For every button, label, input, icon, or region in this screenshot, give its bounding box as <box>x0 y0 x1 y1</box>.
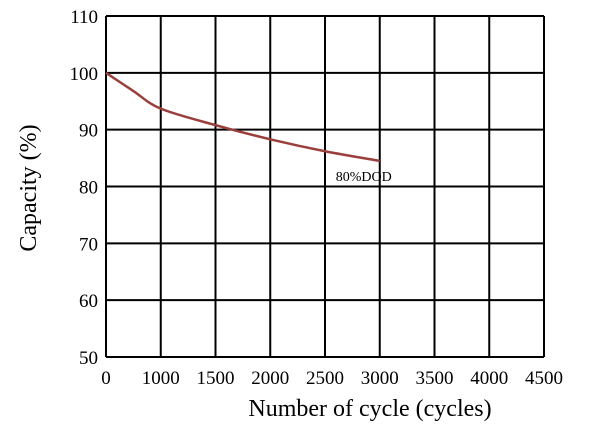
grid <box>105 15 545 358</box>
y-tick-label: 80 <box>79 178 98 199</box>
x-tick-label: 4000 <box>470 368 508 389</box>
y-tick-label: 110 <box>70 7 98 28</box>
x-tick-label: 2500 <box>306 368 344 389</box>
y-tick-label: 60 <box>79 291 98 312</box>
y-tick-label: 90 <box>79 121 98 142</box>
annotations: 80%DOD <box>336 170 392 185</box>
x-tick-label: 4500 <box>525 368 563 389</box>
y-axis-label: Capacity (%) <box>16 124 42 251</box>
y-tick-label: 100 <box>70 64 99 85</box>
x-axis-label: Number of cycle (cycles) <box>248 396 491 422</box>
series-layer <box>105 71 380 163</box>
x-tick-label: 3500 <box>416 368 454 389</box>
x-tick-label: 0 <box>101 368 111 389</box>
y-tick-label: 50 <box>79 348 98 369</box>
y-tick-label: 70 <box>79 234 98 255</box>
series-line <box>105 71 380 163</box>
x-tick-label: 2000 <box>251 368 289 389</box>
annotation-label: 80%DOD <box>336 170 392 185</box>
x-tick-label: 1000 <box>142 368 180 389</box>
tick-labels: 0 1000 1500 2000 2500 3000 3500 4000 4500 50 60 70 8… <box>70 7 564 389</box>
x-tick-label: 1500 <box>197 368 235 389</box>
x-tick-label: 3000 <box>361 368 399 389</box>
